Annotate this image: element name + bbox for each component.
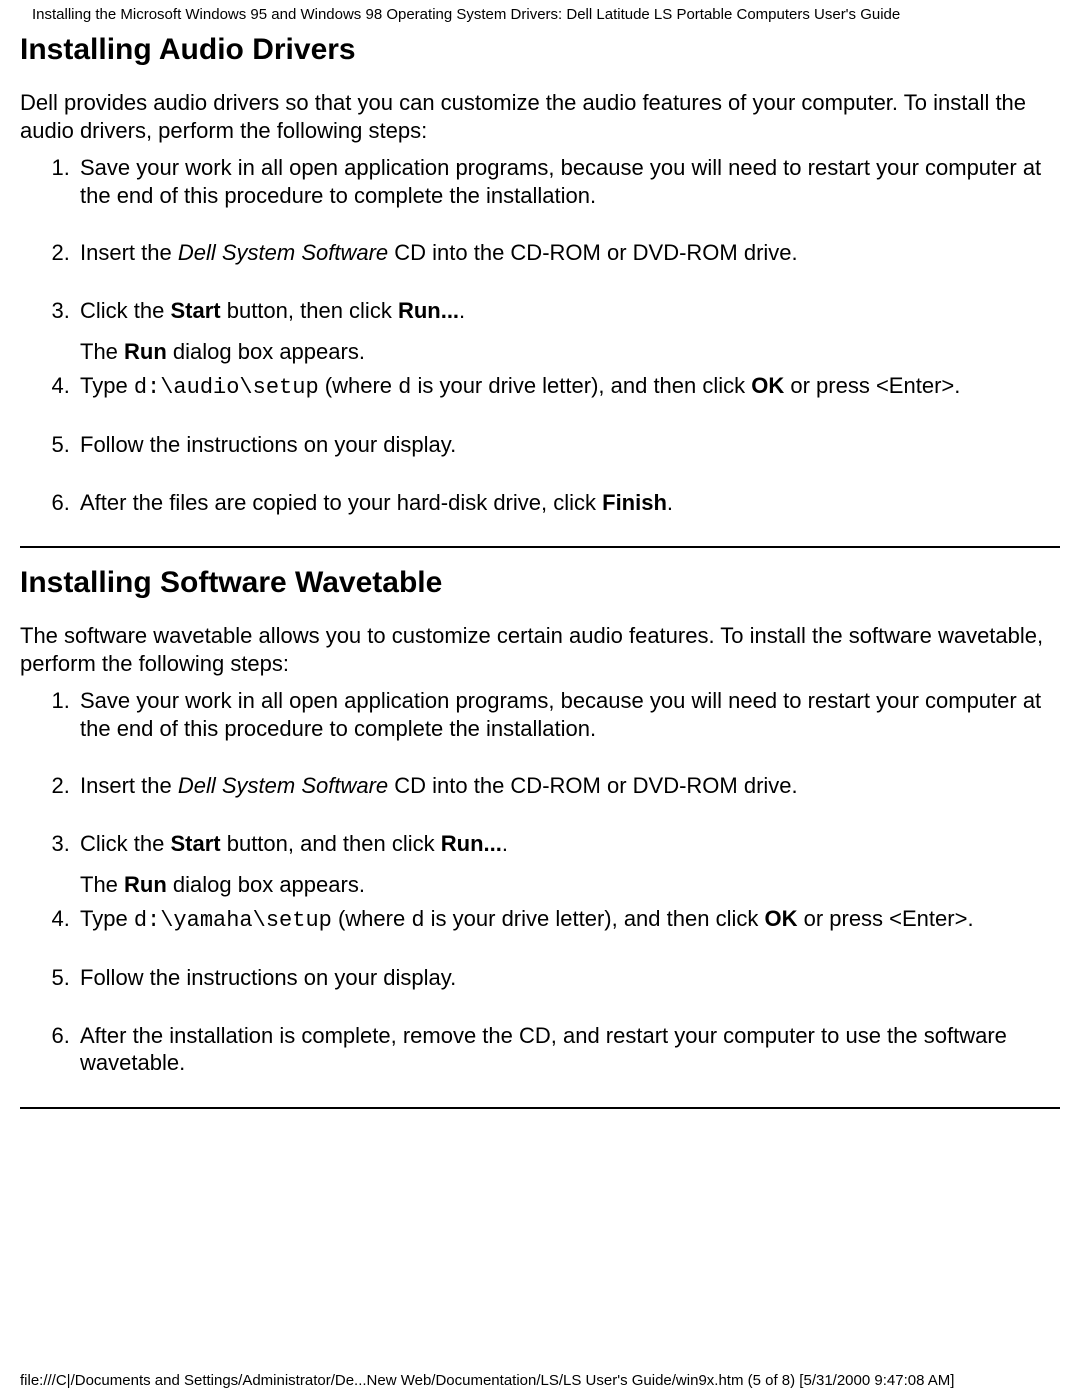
section2-steps: Save your work in all open application p… xyxy=(20,687,1060,1077)
section-heading-audio: Installing Audio Drivers xyxy=(20,33,1060,67)
section2-step1: Save your work in all open application p… xyxy=(76,687,1060,742)
section1-step1: Save your work in all open application p… xyxy=(76,154,1060,209)
section1-step4-code2: d xyxy=(398,375,411,400)
section2-step4-code2: d xyxy=(411,908,424,933)
page-header-title: Installing the Microsoft Windows 95 and … xyxy=(20,0,1060,23)
section2-step6: After the installation is complete, remo… xyxy=(76,1022,1060,1077)
section2-step4: Type d:\yamaha\setup (where d is your dr… xyxy=(76,905,1060,935)
section1-step3: Click the Start button, then click Run..… xyxy=(76,297,1060,366)
section1-step6: After the files are copied to your hard-… xyxy=(76,489,1060,517)
section1-step6-b: Finish xyxy=(602,490,667,515)
section1-step3-sub: The Run dialog box appears. xyxy=(80,338,1060,366)
section2-intro: The software wavetable allows you to cus… xyxy=(20,622,1060,677)
section2-step3-a: Click the xyxy=(80,831,170,856)
section1-step3-a: Click the xyxy=(80,298,170,323)
section2-step4-e: or press <Enter>. xyxy=(797,906,973,931)
section2-step3-c: button, and then click xyxy=(221,831,441,856)
section2-step4-a: Type xyxy=(80,906,134,931)
section1-step3-sub-c: dialog box appears. xyxy=(167,339,365,364)
section2-step2: Insert the Dell System Software CD into … xyxy=(76,772,1060,800)
section1-step4: Type d:\audio\setup (where d is your dri… xyxy=(76,372,1060,402)
section2-step3-b: Start xyxy=(170,831,220,856)
section-divider-2 xyxy=(20,1107,1060,1109)
section1-step2: Insert the Dell System Software CD into … xyxy=(76,239,1060,267)
section2-step2-pre: Insert the xyxy=(80,773,178,798)
section1-step2-italic: Dell System Software xyxy=(178,240,388,265)
section1-step4-a: Type xyxy=(80,373,134,398)
section2-step3: Click the Start button, and then click R… xyxy=(76,830,1060,899)
section1-step3-sub-a: The xyxy=(80,339,124,364)
section2-step4-d: OK xyxy=(764,906,797,931)
section-divider-1 xyxy=(20,546,1060,548)
section2-step3-sub-c: dialog box appears. xyxy=(167,872,365,897)
section1-step4-b: (where xyxy=(319,373,398,398)
section1-step4-e: or press <Enter>. xyxy=(784,373,960,398)
section1-step4-code: d:\audio\setup xyxy=(134,375,319,400)
section1-step3-d: Run... xyxy=(398,298,459,323)
section1-step6-c: . xyxy=(667,490,673,515)
section1-step3-b: Start xyxy=(170,298,220,323)
section1-step5: Follow the instructions on your display. xyxy=(76,431,1060,459)
section2-step5: Follow the instructions on your display. xyxy=(76,964,1060,992)
section1-step6-a: After the files are copied to your hard-… xyxy=(80,490,602,515)
section2-step3-e: . xyxy=(502,831,508,856)
section1-step3-sub-b: Run xyxy=(124,339,167,364)
section1-step2-pre: Insert the xyxy=(80,240,178,265)
section1-step4-c: is your drive letter), and then click xyxy=(411,373,751,398)
section1-intro: Dell provides audio drivers so that you … xyxy=(20,89,1060,144)
section2-step3-d: Run... xyxy=(441,831,502,856)
section1-step3-e: . xyxy=(459,298,465,323)
section2-step4-b: (where xyxy=(332,906,411,931)
section2-step4-code: d:\yamaha\setup xyxy=(134,908,332,933)
section1-step4-d: OK xyxy=(751,373,784,398)
section2-step3-sub-b: Run xyxy=(124,872,167,897)
section1-step3-c: button, then click xyxy=(221,298,398,323)
section2-step2-italic: Dell System Software xyxy=(178,773,388,798)
section2-step2-post: CD into the CD-ROM or DVD-ROM drive. xyxy=(388,773,798,798)
section1-steps: Save your work in all open application p… xyxy=(20,154,1060,516)
page-container: Installing the Microsoft Windows 95 and … xyxy=(0,0,1080,1397)
section-heading-wavetable: Installing Software Wavetable xyxy=(20,566,1060,600)
section1-step2-post: CD into the CD-ROM or DVD-ROM drive. xyxy=(388,240,798,265)
section2-step3-sub: The Run dialog box appears. xyxy=(80,871,1060,899)
page-footer-path: file:///C|/Documents and Settings/Admini… xyxy=(20,1372,954,1389)
section2-step3-sub-a: The xyxy=(80,872,124,897)
section2-step4-c: is your drive letter), and then click xyxy=(425,906,765,931)
